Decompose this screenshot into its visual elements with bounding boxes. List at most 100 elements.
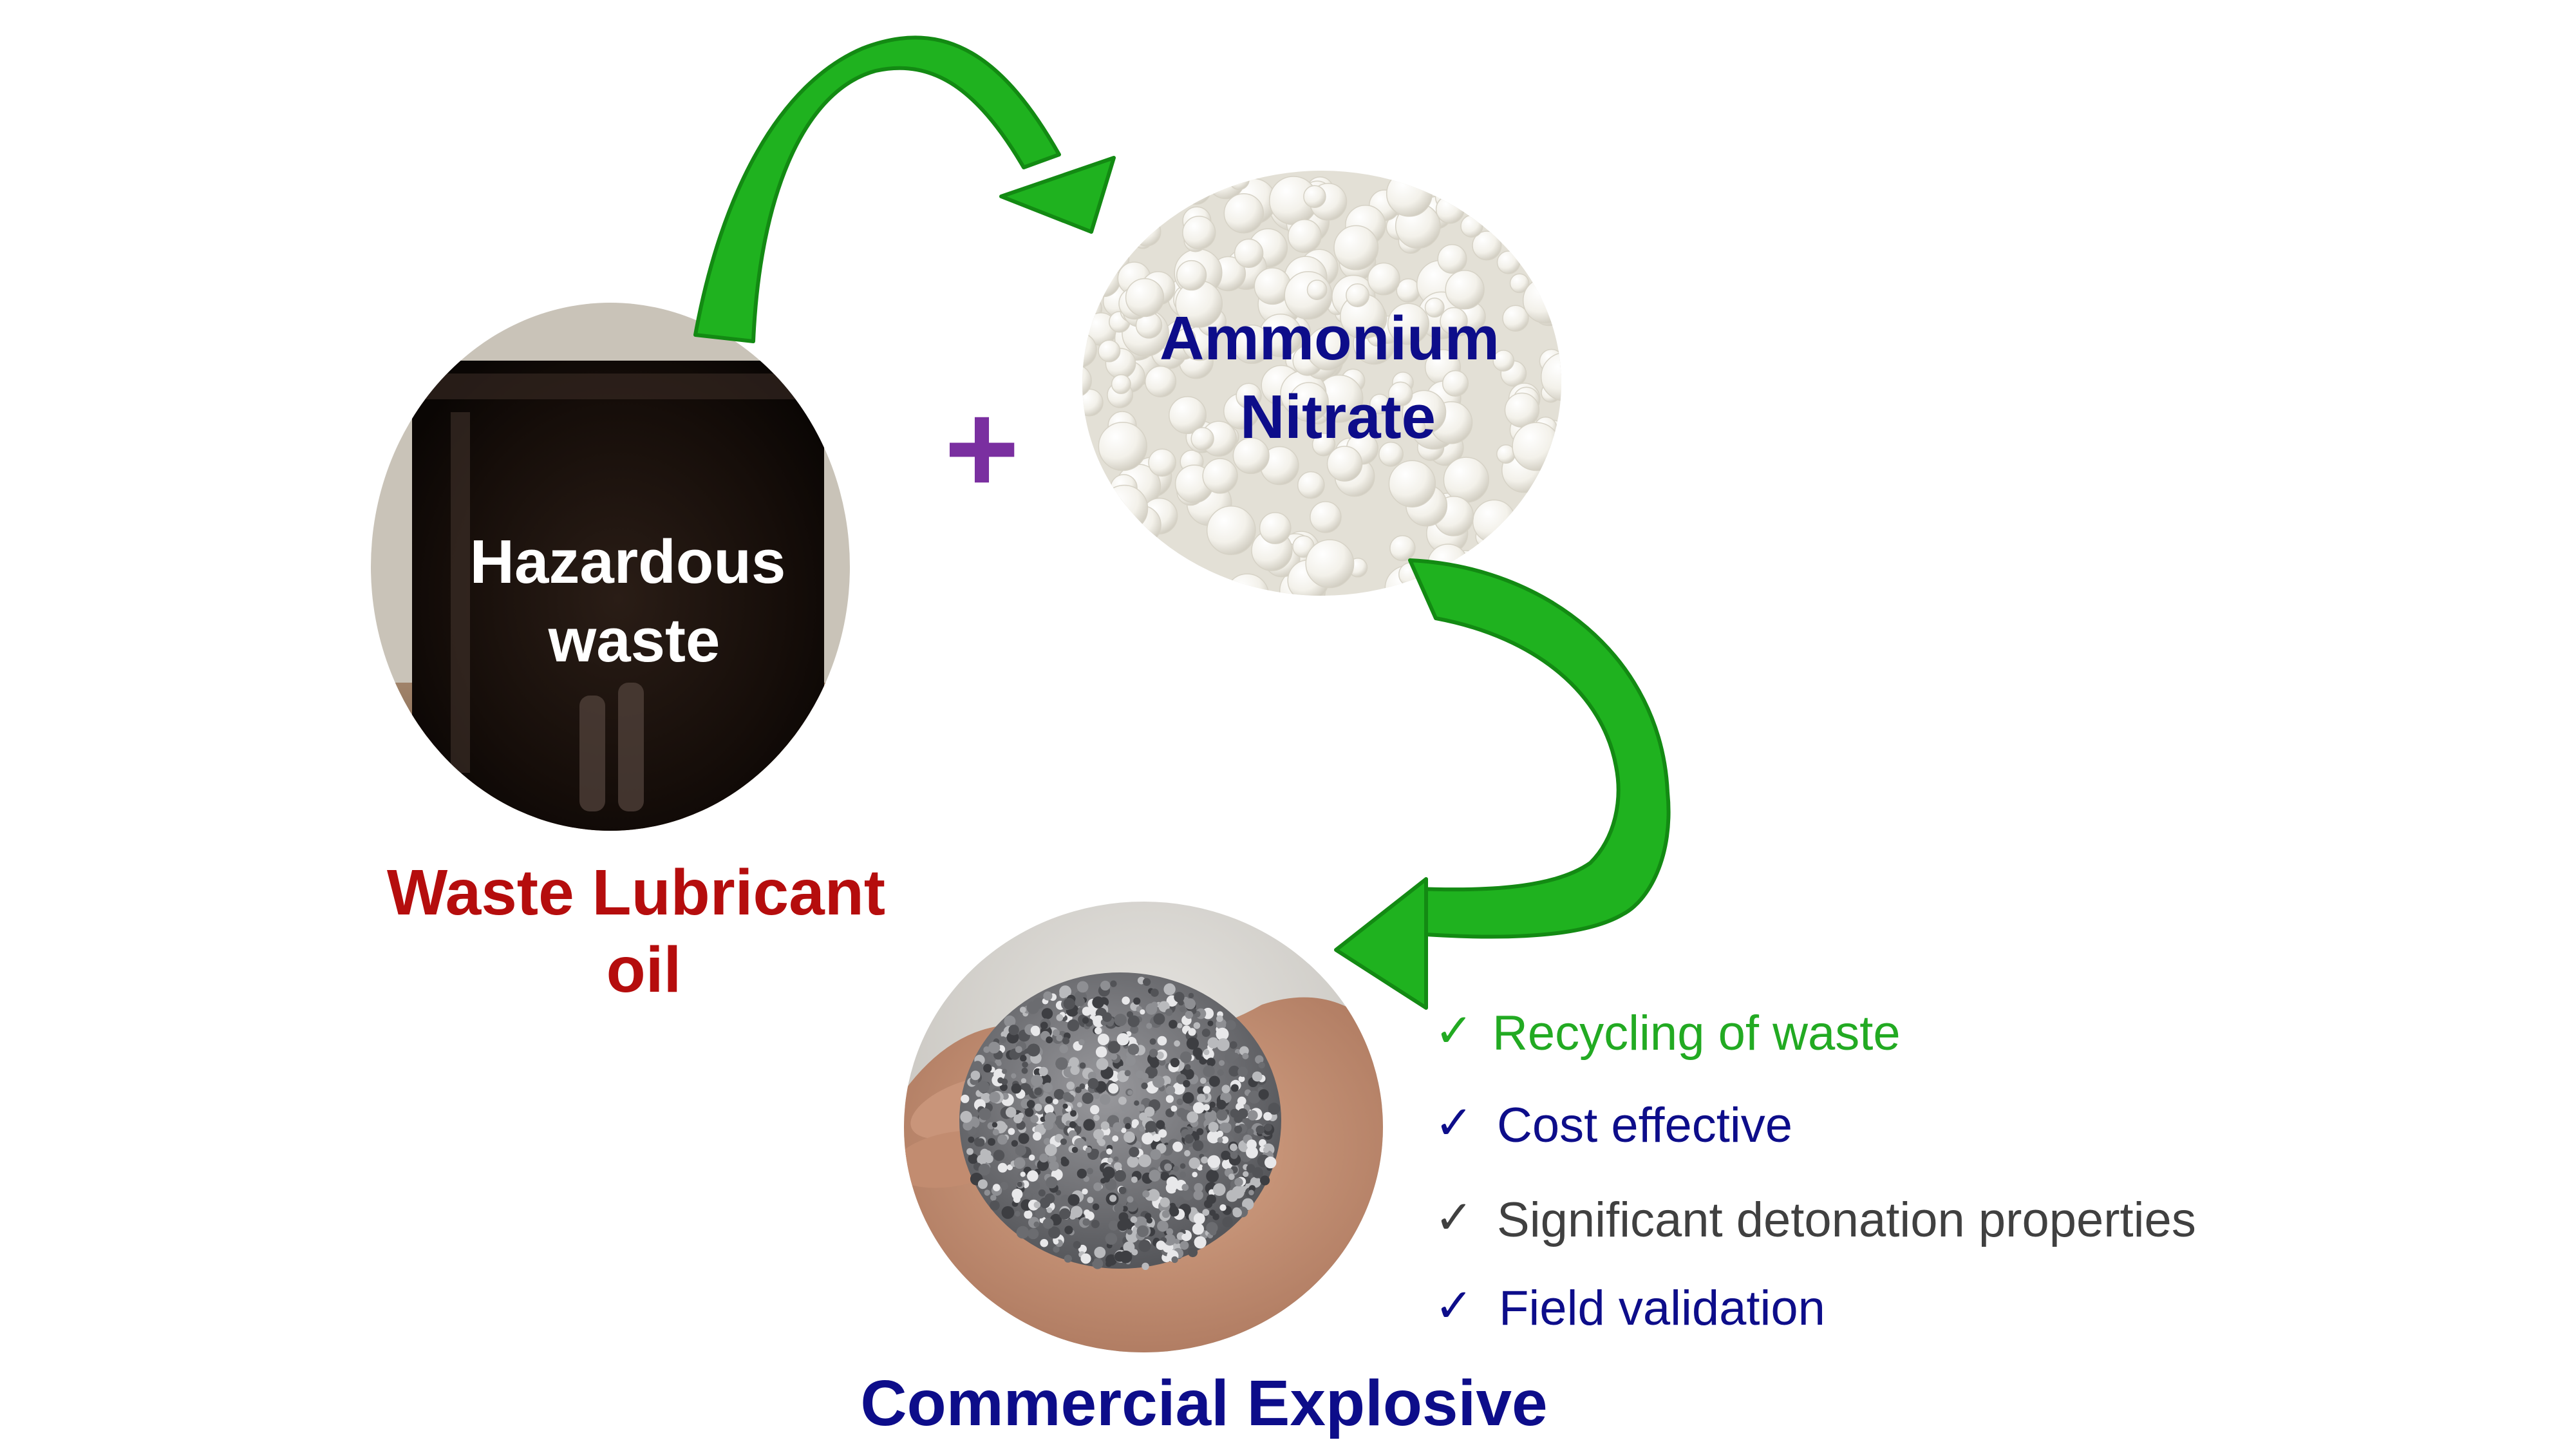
granule <box>1020 1171 1026 1177</box>
granule <box>1008 1025 1019 1036</box>
granule <box>963 1121 973 1131</box>
granule <box>1109 1195 1117 1202</box>
granule <box>1013 1195 1020 1203</box>
prill <box>1182 216 1216 250</box>
granule <box>1079 1083 1086 1090</box>
granule <box>1127 1043 1140 1056</box>
prill <box>1101 560 1128 587</box>
granule <box>1069 1057 1079 1068</box>
granule <box>1260 1175 1270 1186</box>
granule <box>1029 1154 1035 1161</box>
prill <box>1236 383 1262 409</box>
granule <box>1156 1051 1164 1059</box>
prill <box>1434 171 1465 193</box>
granule <box>1234 1177 1243 1187</box>
checkmark-icon: ✓ <box>1434 1192 1473 1244</box>
granule <box>1122 1206 1128 1212</box>
granule <box>1199 1077 1207 1084</box>
granule <box>1041 1008 1053 1019</box>
granule <box>1090 1104 1100 1115</box>
prill <box>1530 493 1561 542</box>
prill <box>1124 206 1149 232</box>
granule <box>1038 1189 1046 1197</box>
prill <box>1346 283 1369 307</box>
granule <box>1070 1206 1083 1218</box>
prill <box>1310 501 1342 533</box>
granule <box>1035 1208 1046 1219</box>
granule <box>1127 1015 1140 1028</box>
granule <box>1123 1117 1132 1126</box>
granule <box>1182 1189 1194 1201</box>
granule <box>997 1077 1004 1084</box>
granule <box>1141 1082 1148 1090</box>
granule <box>1149 1048 1158 1057</box>
granule <box>1166 1176 1178 1188</box>
granule <box>1216 1027 1229 1041</box>
granule <box>1246 1146 1258 1159</box>
granule <box>1134 1100 1140 1106</box>
granule <box>996 1061 1002 1066</box>
granule <box>1193 1022 1201 1029</box>
prill <box>1369 393 1391 415</box>
commercial-explosive-caption: Commercial Explosive <box>860 1367 1547 1439</box>
granule <box>1169 1019 1178 1029</box>
granule <box>990 1200 1000 1211</box>
prill <box>1082 428 1088 450</box>
prill <box>1120 171 1163 194</box>
granule <box>1180 1163 1186 1169</box>
granule <box>1105 1233 1118 1245</box>
granule <box>1096 1057 1109 1070</box>
granule <box>1073 1241 1081 1249</box>
granule <box>1258 1089 1269 1100</box>
granule <box>1157 1220 1169 1232</box>
granule <box>1165 1085 1176 1095</box>
prill <box>1547 518 1561 560</box>
prill <box>1542 545 1561 572</box>
granule <box>983 1064 992 1073</box>
waste-oil-photo <box>371 303 850 831</box>
prill <box>1445 270 1485 310</box>
granule <box>1158 1058 1166 1066</box>
granule <box>1242 1052 1249 1059</box>
granule <box>1067 1019 1080 1032</box>
granule <box>1194 1183 1203 1193</box>
granule <box>1192 1102 1205 1114</box>
granule <box>1102 1166 1115 1179</box>
prill <box>1135 171 1181 191</box>
granule <box>1046 1036 1053 1044</box>
granule <box>1149 1058 1160 1068</box>
granule <box>1118 1096 1127 1105</box>
granule <box>1203 1086 1211 1094</box>
granule <box>1243 1171 1249 1177</box>
granule <box>1158 1129 1167 1138</box>
granule <box>977 1081 990 1093</box>
granule <box>1232 1207 1241 1216</box>
granule <box>1076 1168 1087 1179</box>
granule <box>1133 997 1141 1005</box>
granule <box>1114 1014 1127 1027</box>
granule <box>1172 1082 1185 1095</box>
prill <box>1114 541 1155 581</box>
granule <box>1076 1120 1084 1127</box>
granule <box>1208 1122 1219 1132</box>
granule <box>1106 1148 1113 1155</box>
granule <box>1219 1204 1227 1211</box>
benefit-item: ✓ Cost effective <box>1434 1097 1792 1153</box>
prill <box>1206 506 1256 555</box>
granule <box>1179 1171 1187 1179</box>
granule <box>1058 1122 1065 1130</box>
granule <box>1152 1133 1161 1142</box>
granule <box>1207 1057 1216 1066</box>
granule <box>1223 1122 1232 1132</box>
prill <box>1540 352 1561 402</box>
granule <box>1121 1128 1127 1133</box>
granule <box>1048 1226 1060 1239</box>
granule <box>1130 1216 1138 1224</box>
granule <box>1044 1104 1054 1114</box>
granule <box>1043 991 1053 1001</box>
granule <box>1123 1131 1135 1143</box>
granule <box>1170 1057 1180 1068</box>
granule <box>1014 1211 1020 1217</box>
benefit-text: Field validation <box>1499 1281 1825 1336</box>
granule <box>1196 1094 1206 1103</box>
